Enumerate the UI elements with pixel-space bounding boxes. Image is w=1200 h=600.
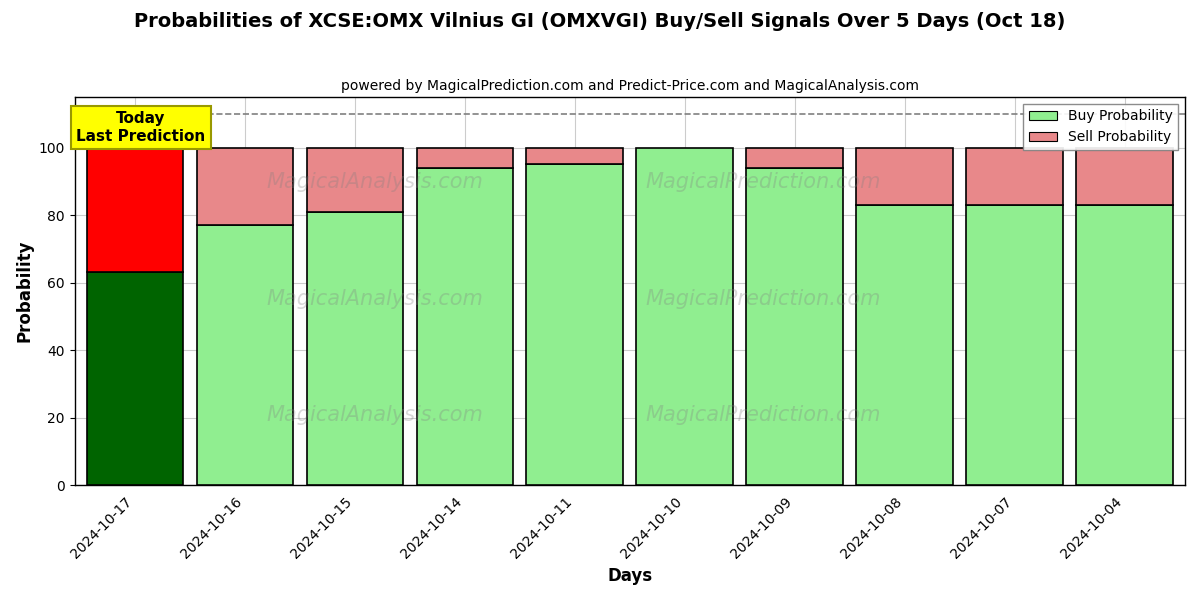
Bar [197,148,294,225]
Text: MagicalPrediction.com: MagicalPrediction.com [646,289,881,309]
Title: powered by MagicalPrediction.com and Predict-Price.com and MagicalAnalysis.com: powered by MagicalPrediction.com and Pre… [341,79,919,93]
Bar [966,148,1063,205]
Bar [527,164,623,485]
Text: Probabilities of XCSE:OMX Vilnius GI (OMXVGI) Buy/Sell Signals Over 5 Days (Oct : Probabilities of XCSE:OMX Vilnius GI (OM… [134,12,1066,31]
Bar [307,212,403,485]
Text: MagicalAnalysis.com: MagicalAnalysis.com [266,405,482,425]
Bar [197,225,294,485]
Text: MagicalPrediction.com: MagicalPrediction.com [646,172,881,193]
Bar [1076,148,1172,205]
Text: MagicalAnalysis.com: MagicalAnalysis.com [266,172,482,193]
Bar [307,148,403,212]
Bar [746,168,844,485]
Y-axis label: Probability: Probability [16,240,34,343]
Text: MagicalPrediction.com: MagicalPrediction.com [646,405,881,425]
Bar [416,148,514,168]
Bar [857,205,953,485]
Bar [1076,205,1172,485]
Bar [86,272,184,485]
Bar [966,205,1063,485]
X-axis label: Days: Days [607,567,653,585]
Text: Today
Last Prediction: Today Last Prediction [76,111,205,143]
Bar [527,148,623,164]
Bar [857,148,953,205]
Bar [86,148,184,272]
Bar [636,148,733,485]
Bar [416,168,514,485]
Bar [746,148,844,168]
Legend: Buy Probability, Sell Probability: Buy Probability, Sell Probability [1024,104,1178,150]
Text: MagicalAnalysis.com: MagicalAnalysis.com [266,289,482,309]
